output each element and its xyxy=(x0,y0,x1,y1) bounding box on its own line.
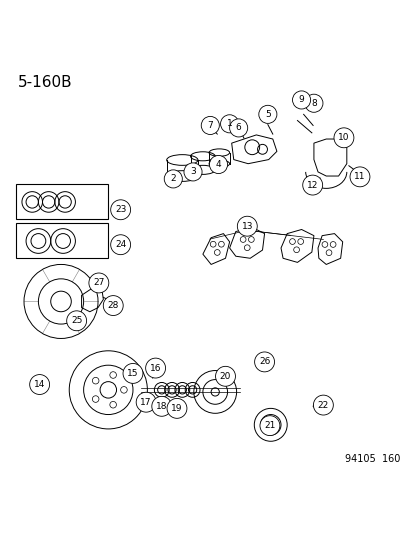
Circle shape xyxy=(259,416,279,435)
Text: 6: 6 xyxy=(235,124,241,132)
Text: 15: 15 xyxy=(127,369,138,378)
Circle shape xyxy=(304,94,322,112)
Text: 2: 2 xyxy=(170,174,176,183)
Text: 16: 16 xyxy=(150,364,161,373)
Circle shape xyxy=(220,115,238,133)
Text: 21: 21 xyxy=(263,421,275,430)
Circle shape xyxy=(110,200,130,220)
Text: 14: 14 xyxy=(34,380,45,389)
Circle shape xyxy=(209,156,227,174)
Text: 3: 3 xyxy=(190,167,195,176)
Circle shape xyxy=(313,395,332,415)
Text: 28: 28 xyxy=(107,301,119,310)
Circle shape xyxy=(215,366,235,386)
Text: 23: 23 xyxy=(115,205,126,214)
Text: 18: 18 xyxy=(156,402,167,411)
Circle shape xyxy=(123,364,142,383)
Circle shape xyxy=(166,399,187,418)
Circle shape xyxy=(201,116,219,134)
Text: 13: 13 xyxy=(241,222,252,231)
Circle shape xyxy=(136,392,156,412)
Circle shape xyxy=(229,119,247,137)
Text: 17: 17 xyxy=(140,398,152,407)
Circle shape xyxy=(237,216,256,236)
Circle shape xyxy=(110,235,130,255)
Text: 26: 26 xyxy=(258,358,270,366)
Circle shape xyxy=(30,375,50,394)
Circle shape xyxy=(302,175,322,195)
Text: 24: 24 xyxy=(115,240,126,249)
Text: 4: 4 xyxy=(215,160,221,169)
Circle shape xyxy=(254,352,274,372)
Text: 5: 5 xyxy=(264,110,270,119)
Text: 5-160B: 5-160B xyxy=(18,75,72,90)
Text: 12: 12 xyxy=(306,181,318,190)
Circle shape xyxy=(152,397,171,416)
Text: 27: 27 xyxy=(93,278,104,287)
Text: 9: 9 xyxy=(298,95,304,104)
Circle shape xyxy=(258,106,276,124)
Circle shape xyxy=(145,358,165,378)
Circle shape xyxy=(349,167,369,187)
Circle shape xyxy=(89,273,109,293)
Text: 22: 22 xyxy=(317,401,328,409)
Circle shape xyxy=(333,128,353,148)
Text: 10: 10 xyxy=(337,133,349,142)
Text: 1: 1 xyxy=(226,119,232,128)
Circle shape xyxy=(164,170,182,188)
Circle shape xyxy=(183,163,202,181)
Circle shape xyxy=(66,311,86,331)
Circle shape xyxy=(103,296,123,316)
Text: 25: 25 xyxy=(71,316,82,325)
Text: 20: 20 xyxy=(219,372,230,381)
Text: 8: 8 xyxy=(310,99,316,108)
Text: 11: 11 xyxy=(354,172,365,181)
Text: 19: 19 xyxy=(171,404,182,413)
Text: 94105  160: 94105 160 xyxy=(344,454,399,464)
Text: 7: 7 xyxy=(207,121,213,130)
Circle shape xyxy=(292,91,310,109)
